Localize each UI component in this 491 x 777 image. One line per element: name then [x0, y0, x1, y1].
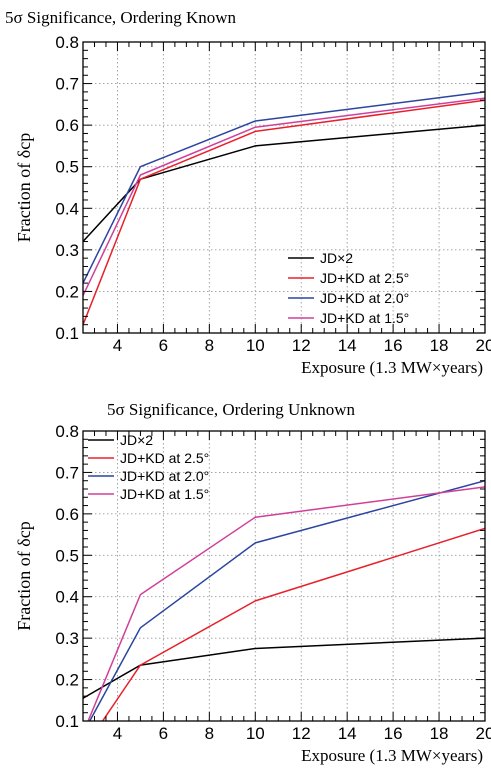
y-tick-label: 0.5	[55, 158, 79, 177]
series-lines	[83, 91, 485, 325]
chart-title: 5σ Significance, Ordering Known	[5, 8, 237, 27]
axis-ticks	[82, 41, 486, 334]
x-axis-label: Exposure (1.3 MW×years)	[301, 358, 483, 377]
series-line	[87, 486, 485, 721]
y-tick-label: 0.2	[55, 671, 79, 690]
x-tick-label: 18	[430, 336, 449, 355]
y-tick-label: 0.4	[55, 199, 79, 218]
x-tick-label: 12	[292, 724, 311, 743]
y-tick-labels: 0.1 0.2 0.3 0.4 0.5 0.6 0.7 0.8	[55, 422, 79, 731]
plot-frame	[82, 430, 486, 722]
x-tick-label: 4	[113, 336, 122, 355]
series-line	[101, 527, 485, 721]
series-line	[83, 97, 485, 296]
x-tick-label: 10	[246, 336, 265, 355]
legend: JD×2 JD+KD at 2.5° JD+KD at 2.0° JD+KD at 1…	[288, 250, 409, 326]
x-tick-label: 8	[205, 336, 214, 355]
gridlines	[83, 431, 485, 721]
gridlines	[83, 42, 485, 333]
x-tick-label: 20	[476, 724, 491, 743]
y-tick-label: 0.4	[55, 588, 79, 607]
y-tick-label: 0.7	[55, 463, 79, 482]
plot-frame	[82, 41, 486, 334]
y-tick-label: 0.6	[55, 505, 79, 524]
x-tick-label: 20	[476, 336, 491, 355]
legend-label: JD+KD at 2.0°	[320, 290, 409, 306]
series-lines	[83, 479, 485, 721]
x-tick-label: 18	[430, 724, 449, 743]
legend-label: JD+KD at 1.5°	[120, 486, 209, 502]
y-tick-label: 0.1	[55, 324, 79, 343]
y-tick-label: 0.7	[55, 75, 79, 94]
x-tick-label: 6	[159, 724, 168, 743]
x-tick-labels: 4 6 8 10 12 14 16 18 20	[113, 336, 491, 355]
y-tick-labels: 0.1 0.2 0.3 0.4 0.5 0.6 0.7 0.8	[55, 33, 79, 343]
x-tick-label: 14	[338, 724, 357, 743]
y-tick-label: 0.3	[55, 629, 79, 648]
series-line	[83, 99, 485, 325]
series-line	[83, 91, 485, 284]
chart-title: 5σ Significance, Ordering Unknown	[107, 400, 356, 419]
chart-panel-ordering-unknown: 5σ Significance, Ordering Unknown 4 6 8 10 1…	[14, 400, 491, 765]
legend-label: JD+KD at 1.5°	[320, 310, 409, 326]
y-axis-label: Fraction of δcp	[14, 133, 34, 242]
y-tick-label: 0.3	[55, 241, 79, 260]
y-tick-label: 0.2	[55, 282, 79, 301]
legend-label: JD+KD at 2.0°	[120, 468, 209, 484]
x-tick-label: 16	[384, 336, 403, 355]
x-tick-label: 8	[205, 724, 214, 743]
y-tick-label: 0.5	[55, 546, 79, 565]
x-tick-label: 12	[292, 336, 311, 355]
y-tick-label: 0.8	[55, 33, 79, 52]
legend-label: JD+KD at 2.5°	[120, 450, 209, 466]
legend-label: JD×2	[120, 432, 153, 448]
series-line	[83, 124, 485, 243]
y-axis-label: Fraction of δcp	[14, 521, 34, 630]
series-line	[88, 479, 485, 721]
axis-ticks	[82, 430, 486, 722]
legend: JD×2 JD+KD at 2.5° JD+KD at 2.0° JD+KD at 1…	[88, 432, 209, 502]
x-axis-label: Exposure (1.3 MW×years)	[301, 746, 483, 765]
x-tick-label: 4	[113, 724, 122, 743]
x-tick-labels: 4 6 8 10 12 14 16 18 20	[113, 724, 491, 743]
x-tick-label: 10	[246, 724, 265, 743]
y-tick-label: 0.1	[55, 712, 79, 731]
series-line	[83, 637, 485, 699]
legend-label: JD×2	[320, 250, 353, 266]
y-tick-label: 0.8	[55, 422, 79, 441]
y-tick-label: 0.6	[55, 116, 79, 135]
legend-label: JD+KD at 2.5°	[320, 270, 409, 286]
chart-panel-ordering-known: 5σ Significance, Ordering Known 4 6 8 10 12 1…	[5, 8, 491, 377]
x-tick-label: 16	[384, 724, 403, 743]
x-tick-label: 14	[338, 336, 357, 355]
x-tick-label: 6	[159, 336, 168, 355]
